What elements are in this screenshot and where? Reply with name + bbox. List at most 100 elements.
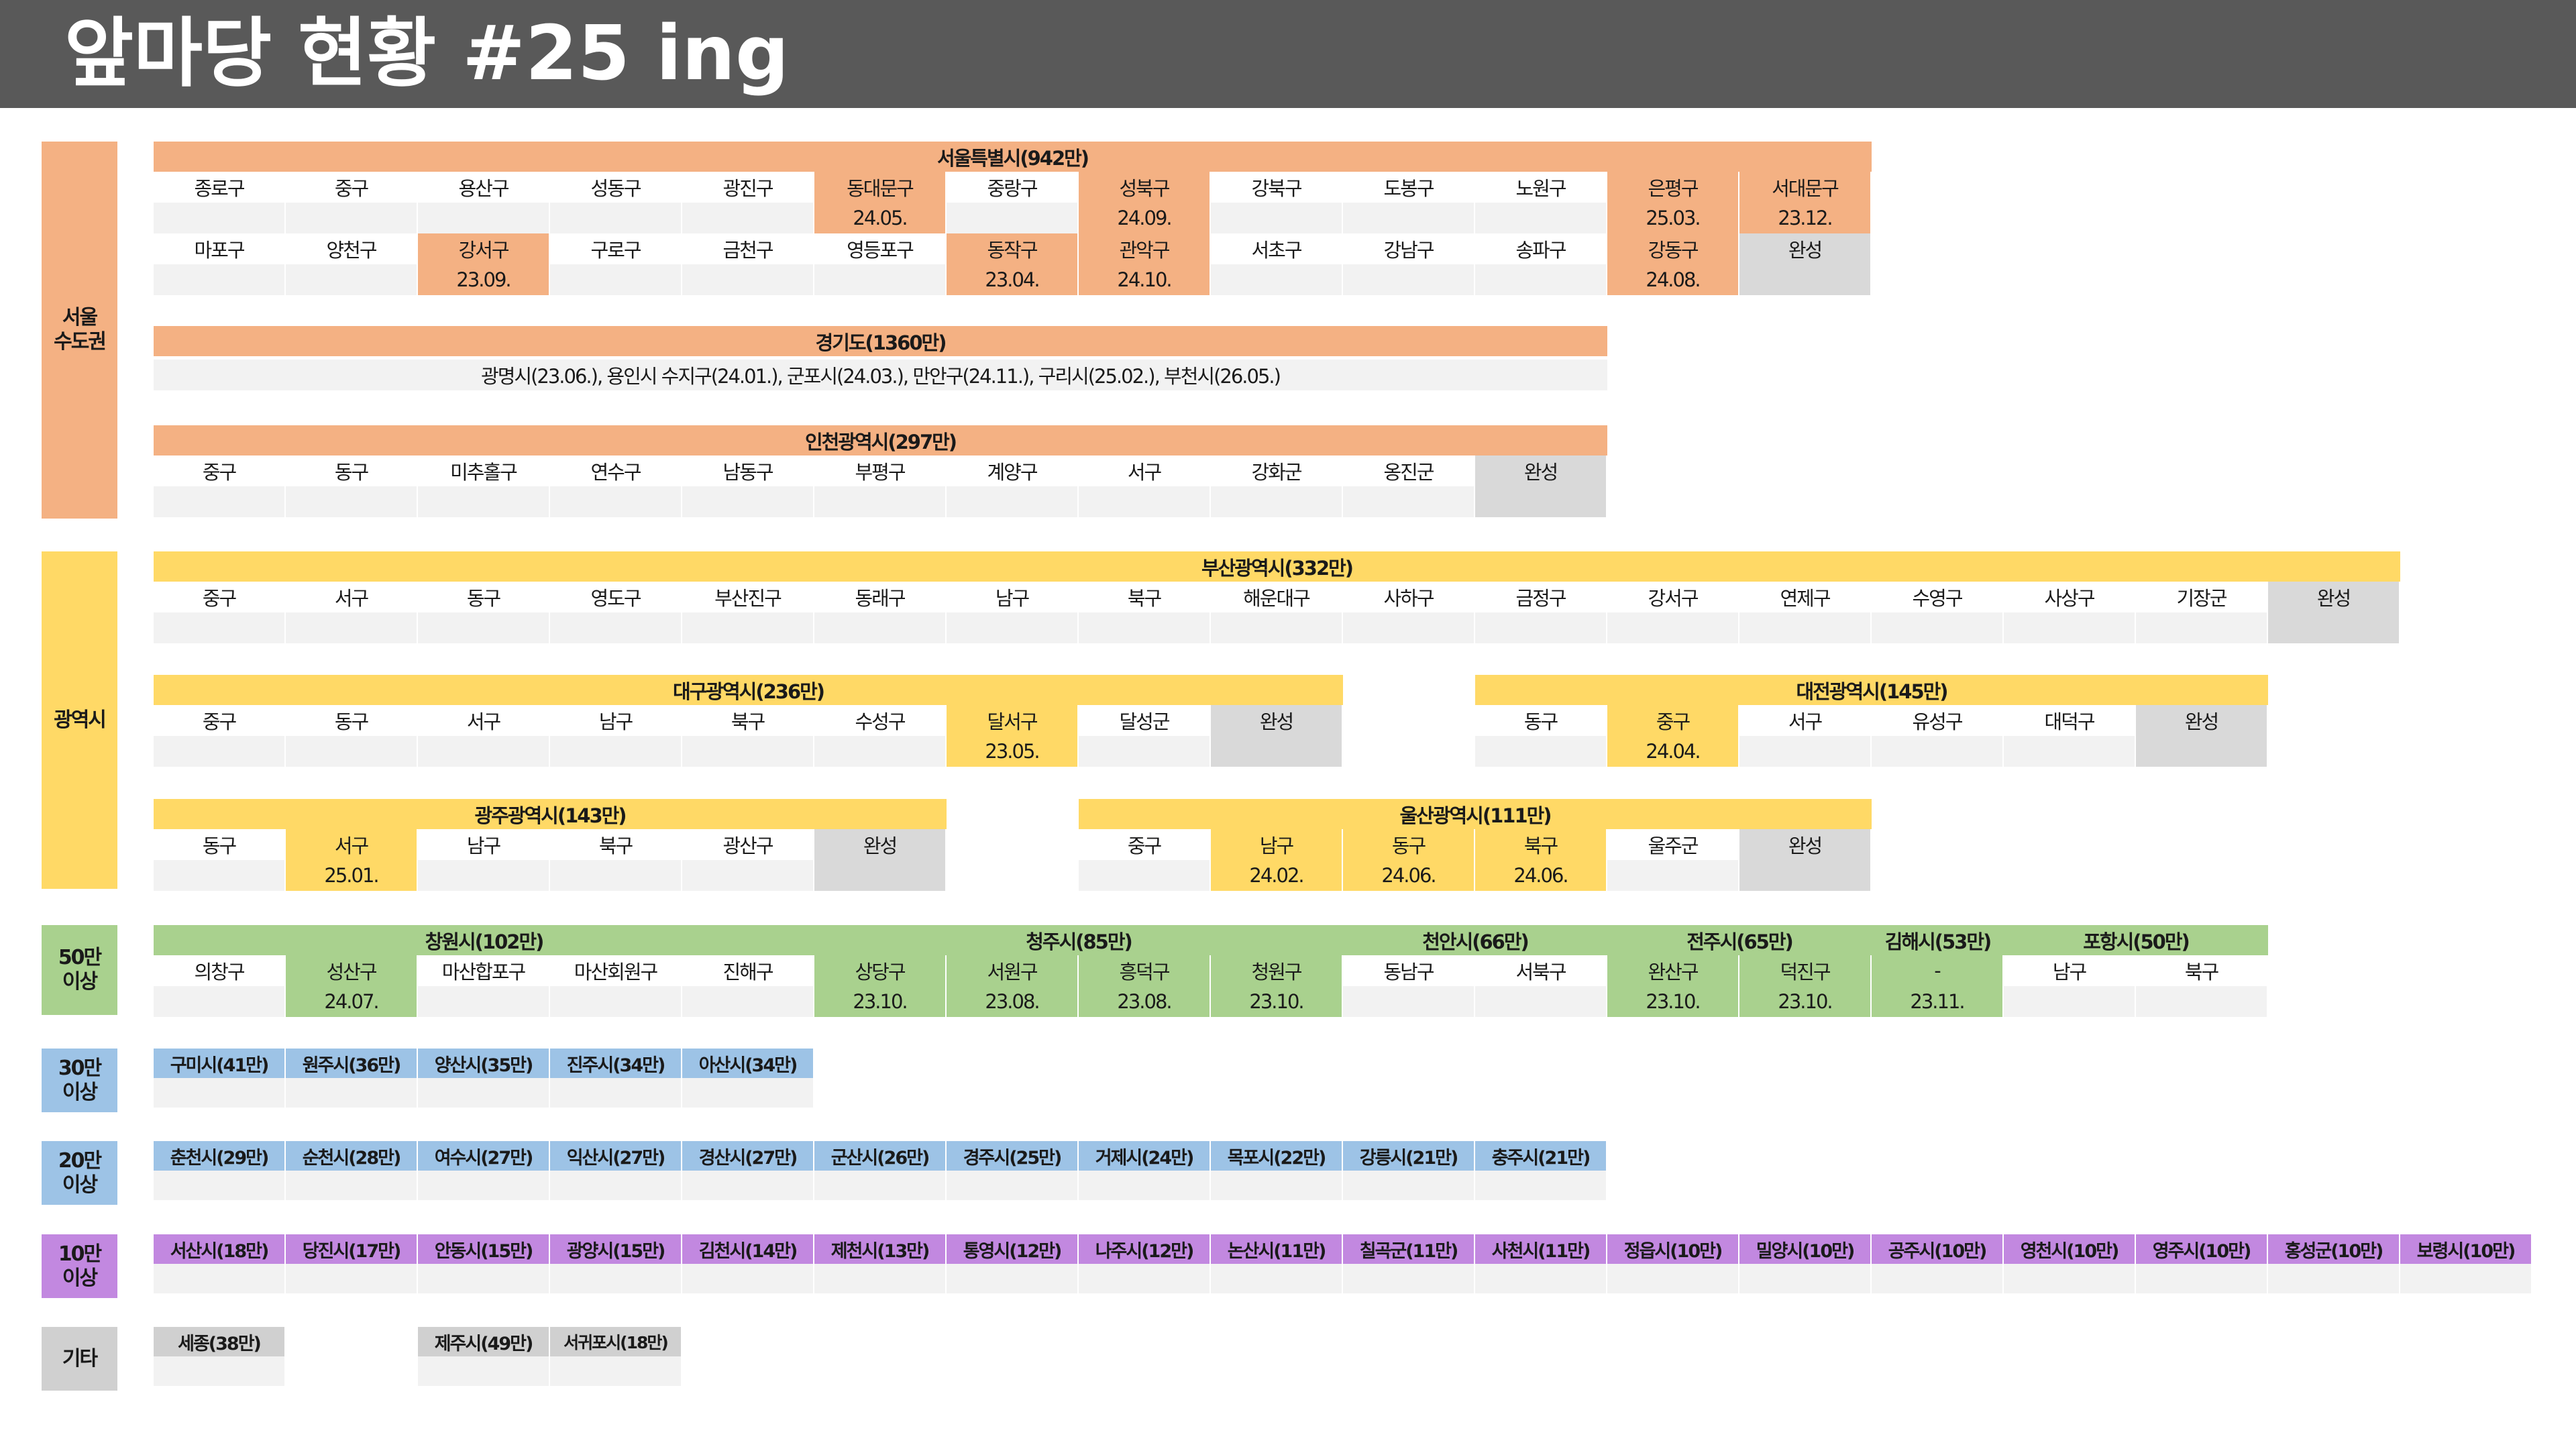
district-date [1079, 486, 1211, 517]
city-status [550, 1078, 682, 1108]
district-date: 23.09. [418, 264, 550, 295]
district-date [682, 486, 814, 517]
city-status [1739, 1264, 1872, 1293]
district-date [1739, 612, 1872, 643]
city-cell: 춘천시(29만) [154, 1141, 286, 1171]
city-status [682, 1171, 814, 1200]
city-cell: 서귀포시(18만) [550, 1327, 682, 1356]
district-date [418, 736, 550, 767]
district-name: 완성 [1739, 233, 1872, 264]
city-status [154, 1078, 286, 1108]
city-status [1343, 1264, 1475, 1293]
city-status [550, 1264, 682, 1293]
district-date [550, 860, 682, 891]
city-cell: 광양시(15만) [550, 1234, 682, 1264]
district-date: 24.02. [1211, 860, 1343, 891]
district-name: 완성 [814, 829, 947, 860]
region-label-over30: 30만 이상 [42, 1049, 117, 1112]
city-status [1607, 1264, 1739, 1293]
district-date [154, 486, 286, 517]
district-date [1607, 612, 1739, 643]
district-name: 달성군 [1079, 705, 1211, 736]
district-name: 동구 [154, 829, 286, 860]
district-date [1475, 264, 1607, 295]
district-date [1475, 736, 1607, 767]
district-date [2004, 612, 2136, 643]
city-status [154, 1356, 286, 1386]
district-name: 동남구 [1343, 955, 1475, 986]
district-name: 성동구 [550, 172, 682, 203]
district-date [682, 264, 814, 295]
district-date: 23.10. [814, 986, 947, 1017]
district-name: 강남구 [1343, 233, 1475, 264]
district-name: 관악구 [1079, 233, 1211, 264]
district-date [286, 264, 418, 295]
district-date [154, 986, 286, 1017]
district-name: 북구 [550, 829, 682, 860]
region-label-over20: 20만 이상 [42, 1141, 117, 1205]
district-date: 24.06. [1343, 860, 1475, 891]
city-cell: 순천시(28만) [286, 1141, 418, 1171]
district-date [154, 203, 286, 233]
district-name: 동구 [286, 705, 418, 736]
district-name: 북구 [1079, 582, 1211, 612]
section-bar-pohang: 포항시(50만) [2004, 925, 2268, 955]
district-date [418, 860, 550, 891]
district-date [286, 612, 418, 643]
city-cell: 경주시(25만) [947, 1141, 1079, 1171]
district-name: 사상구 [2004, 582, 2136, 612]
district-name: 대덕구 [2004, 705, 2136, 736]
section-bar-jeonju: 전주시(65만) [1607, 925, 1872, 955]
city-status [550, 1356, 682, 1386]
district-name: 청원구 [1211, 955, 1343, 986]
district-date [2136, 736, 2268, 767]
district-name: 남구 [947, 582, 1079, 612]
district-name: 중구 [154, 582, 286, 612]
city-status [947, 1264, 1079, 1293]
district-date [154, 264, 286, 295]
district-date [1739, 860, 1872, 891]
district-date: 23.08. [947, 986, 1079, 1017]
district-date [1607, 860, 1739, 891]
district-date: 24.07. [286, 986, 418, 1017]
district-date: 23.04. [947, 264, 1079, 295]
district-date [550, 986, 682, 1017]
city-cell: 양산시(35만) [418, 1049, 550, 1078]
district-date [1079, 860, 1211, 891]
district-name: 진해구 [682, 955, 814, 986]
city-status [1079, 1171, 1211, 1200]
city-status [1475, 1171, 1607, 1200]
district-date [682, 203, 814, 233]
district-name: 서초구 [1211, 233, 1343, 264]
city-status [2268, 1264, 2400, 1293]
section-bar-seoul: 서울특별시(942만) [154, 142, 1872, 172]
title-bar: 앞마당 현황 #25 ing [0, 0, 2576, 108]
district-date: 24.10. [1079, 264, 1211, 295]
city-cell: 보령시(10만) [2400, 1234, 2532, 1264]
city-status [1475, 1264, 1607, 1293]
city-cell: 영천시(10만) [2004, 1234, 2136, 1264]
district-date [1872, 736, 2004, 767]
city-cell: 밀양시(10만) [1739, 1234, 1872, 1264]
district-name: 남구 [1211, 829, 1343, 860]
district-date [550, 203, 682, 233]
district-date [1211, 612, 1343, 643]
district-name: 남구 [2004, 955, 2136, 986]
region-label-metro: 광역시 [42, 551, 117, 889]
district-name: 북구 [2136, 955, 2268, 986]
district-name: 은평구 [1607, 172, 1739, 203]
district-date [1211, 264, 1343, 295]
district-name: 광진구 [682, 172, 814, 203]
section-bar-gimhae: 김해시(53만) [1872, 925, 2004, 955]
district-date [682, 612, 814, 643]
district-name: 서북구 [1475, 955, 1607, 986]
district-name: 서구 [1739, 705, 1872, 736]
district-name: 부평구 [814, 455, 947, 486]
district-name: 동작구 [947, 233, 1079, 264]
city-cell: 구미시(41만) [154, 1049, 286, 1078]
city-cell: 제주시(49만) [418, 1327, 550, 1356]
district-name: 부산진구 [682, 582, 814, 612]
district-date [1079, 612, 1211, 643]
district-date [682, 860, 814, 891]
